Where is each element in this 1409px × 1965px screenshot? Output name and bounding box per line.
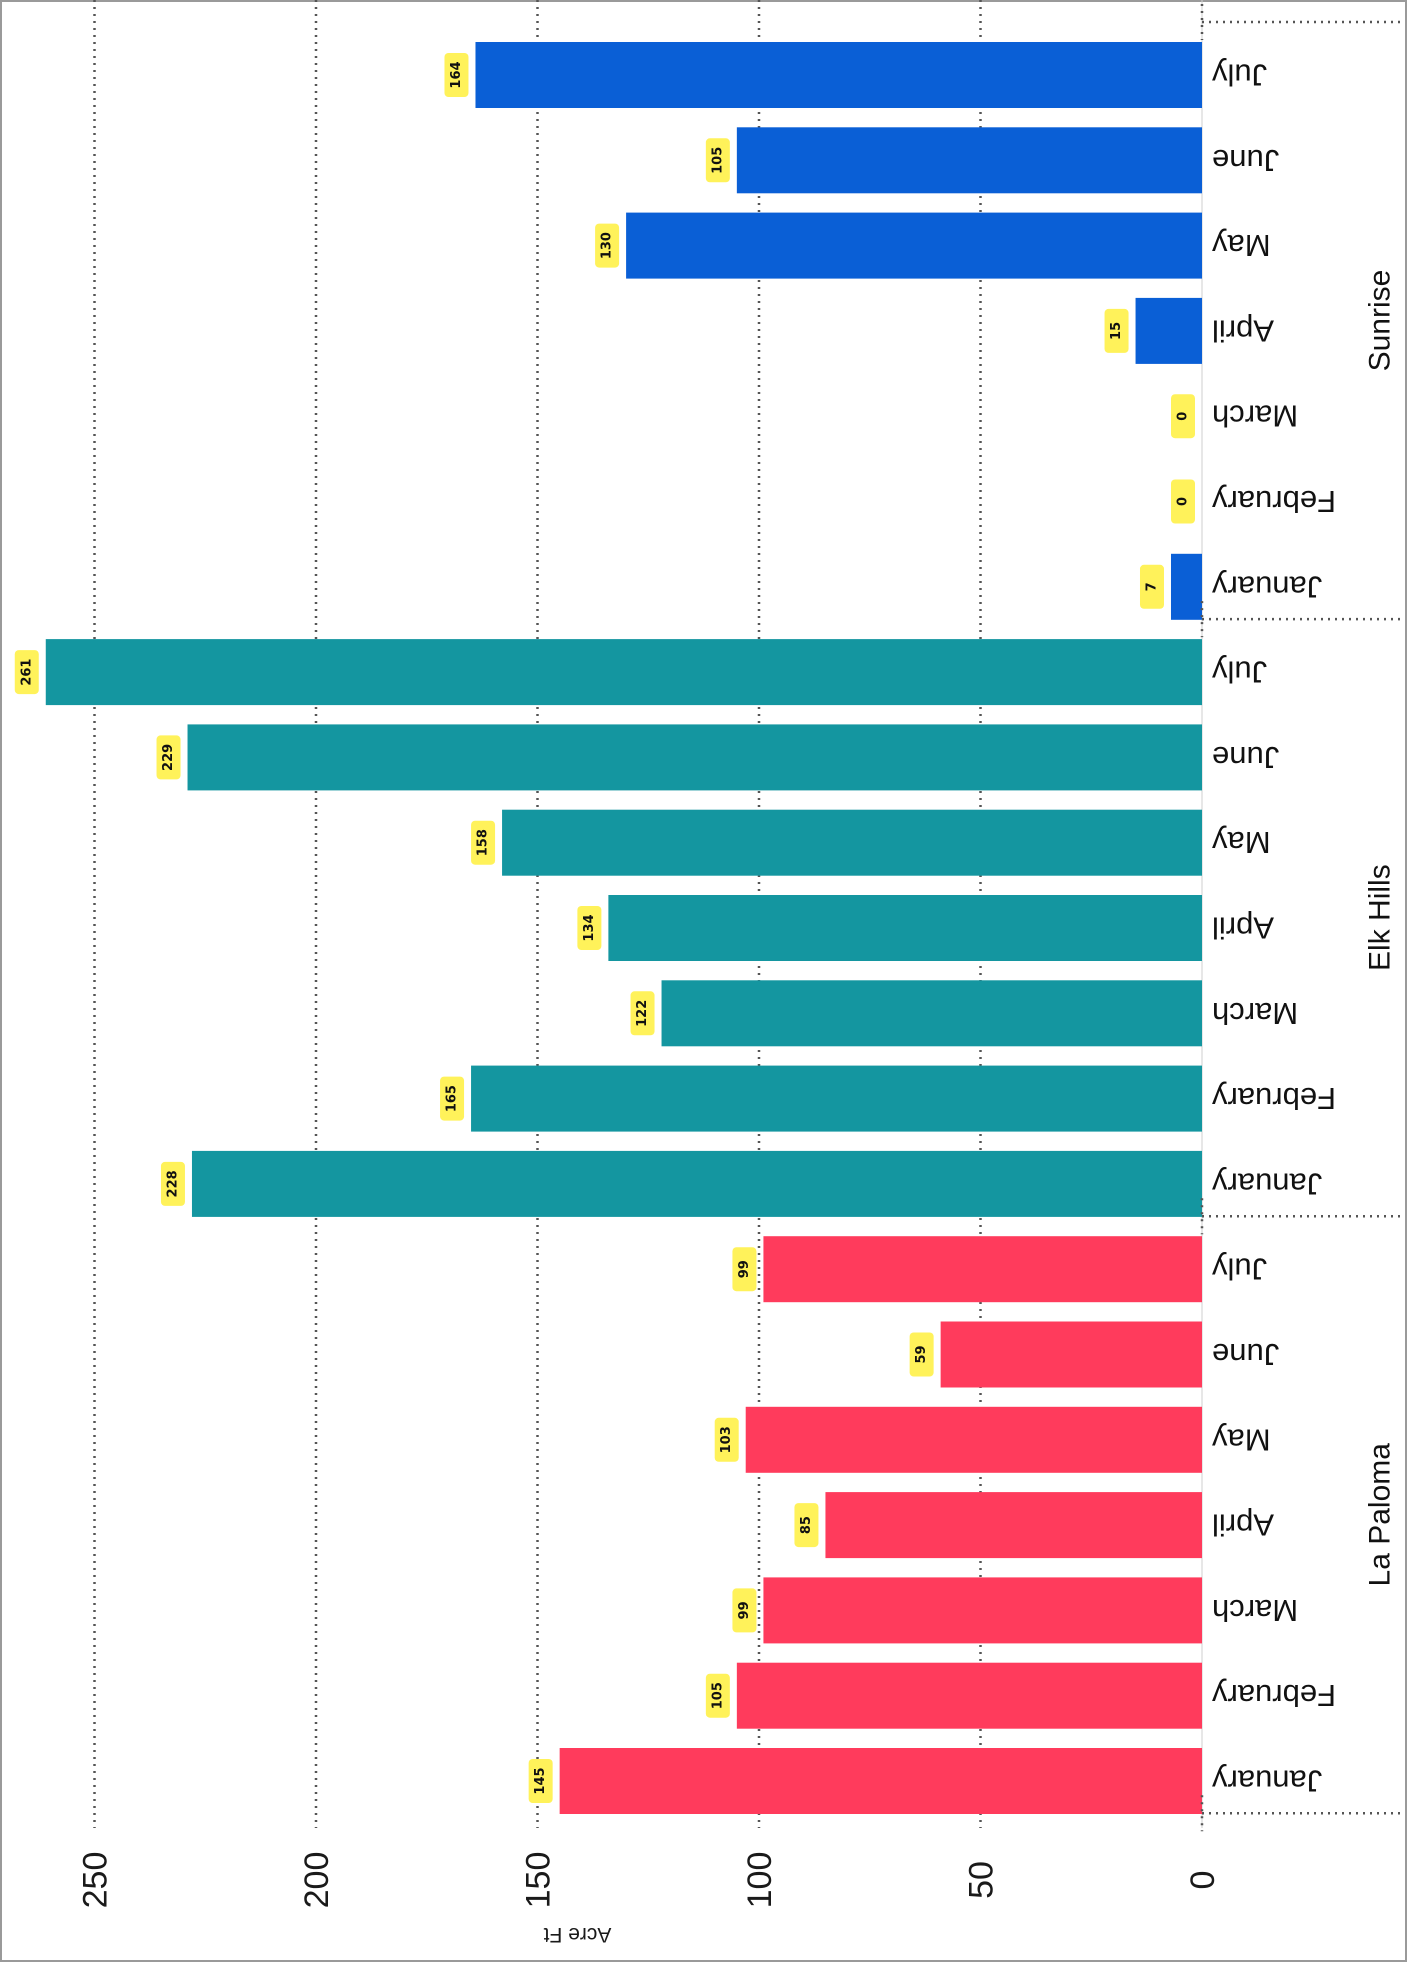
bar [45, 639, 1202, 706]
bar [471, 1065, 1202, 1132]
data-label-badge [440, 1076, 465, 1121]
data-label: 165 [445, 1085, 460, 1112]
data-label-badge [595, 223, 620, 268]
data-label: 229 [161, 744, 176, 771]
data-label-badge [630, 991, 655, 1036]
category-label: January [1212, 1764, 1323, 1799]
data-label-badge [705, 1673, 730, 1718]
data-label: 15 [1109, 322, 1124, 340]
data-label: 134 [582, 914, 597, 941]
data-label-badge [14, 650, 39, 695]
data-label: 130 [600, 232, 615, 259]
data-label-badge [156, 735, 181, 780]
bar [559, 1748, 1202, 1814]
data-label: 122 [635, 1000, 650, 1027]
tick-label: 100 [741, 1852, 779, 1909]
category-label: July [1212, 655, 1268, 690]
bar [736, 127, 1202, 194]
data-label-badge [471, 820, 496, 865]
category-label: April [1212, 911, 1274, 946]
category-label: June [1212, 740, 1279, 775]
bar [763, 1577, 1202, 1644]
data-label-badge [705, 138, 730, 183]
data-label-badge [732, 1588, 757, 1633]
bar [608, 895, 1202, 961]
data-label: 103 [719, 1426, 734, 1453]
data-label: 105 [710, 1682, 725, 1709]
group-label: Sunrise [1364, 270, 1397, 372]
tick-label: 250 [77, 1852, 115, 1909]
bar [763, 1236, 1202, 1303]
data-label-badge [577, 906, 602, 950]
data-label: 158 [476, 829, 491, 856]
category-label: May [1212, 825, 1271, 860]
category-label: July [1212, 1252, 1268, 1287]
data-label-badge [714, 1417, 739, 1462]
category-label: February [1212, 1678, 1337, 1713]
category-label: February [1212, 1081, 1337, 1116]
axis-title: Acre Ft [544, 1923, 612, 1946]
data-label: 0 [1176, 412, 1191, 421]
category-label: April [1212, 1508, 1274, 1543]
bar [191, 1150, 1202, 1217]
data-label-badge [444, 53, 469, 97]
data-label-badge [1104, 308, 1129, 353]
group-label: La Paloma [1364, 1443, 1397, 1587]
bar [745, 1406, 1202, 1473]
category-label: January [1212, 569, 1323, 604]
category-label: January [1212, 1166, 1323, 1201]
data-label: 99 [737, 1260, 752, 1278]
bar [1135, 297, 1202, 364]
tick-label: 50 [963, 1861, 1001, 1899]
category-label: March [1212, 399, 1298, 434]
bar [736, 1662, 1202, 1729]
bar [187, 724, 1202, 791]
category-label: July [1212, 58, 1268, 93]
tick-label: 150 [520, 1852, 558, 1909]
data-label-badge [1171, 479, 1195, 524]
category-label: February [1212, 484, 1337, 519]
category-label: April [1212, 313, 1274, 348]
data-label: 85 [799, 1516, 814, 1534]
data-label: 0 [1176, 497, 1191, 506]
bar [661, 980, 1202, 1047]
category-label: May [1212, 1422, 1271, 1457]
data-label-badge [528, 1759, 553, 1803]
data-label-badge [732, 1247, 757, 1292]
tick-label: 200 [298, 1852, 336, 1909]
data-label: 145 [533, 1767, 548, 1794]
bar [825, 1492, 1202, 1559]
bar [502, 809, 1202, 876]
data-label-badge [1139, 564, 1164, 609]
group-label: Elk Hills [1364, 864, 1397, 971]
data-label: 59 [914, 1345, 929, 1363]
bar [1170, 553, 1202, 620]
data-label: 105 [710, 147, 725, 174]
bar [940, 1321, 1202, 1388]
bar [475, 42, 1203, 108]
category-label: June [1212, 1337, 1279, 1372]
data-label: 261 [19, 659, 34, 686]
data-label-badge [794, 1503, 819, 1548]
bar [626, 212, 1202, 279]
data-label: 99 [737, 1601, 752, 1619]
category-label: March [1212, 996, 1298, 1031]
data-label: 164 [449, 61, 464, 88]
data-label-badge [1171, 394, 1195, 439]
tick-label: 0 [1184, 1871, 1222, 1890]
category-label: May [1212, 228, 1271, 263]
data-label-badge [160, 1161, 185, 1206]
category-label: June [1212, 143, 1279, 178]
data-label-badge [909, 1332, 934, 1377]
data-label: 7 [1144, 582, 1159, 591]
data-label: 228 [165, 1170, 180, 1197]
category-label: March [1212, 1593, 1298, 1628]
